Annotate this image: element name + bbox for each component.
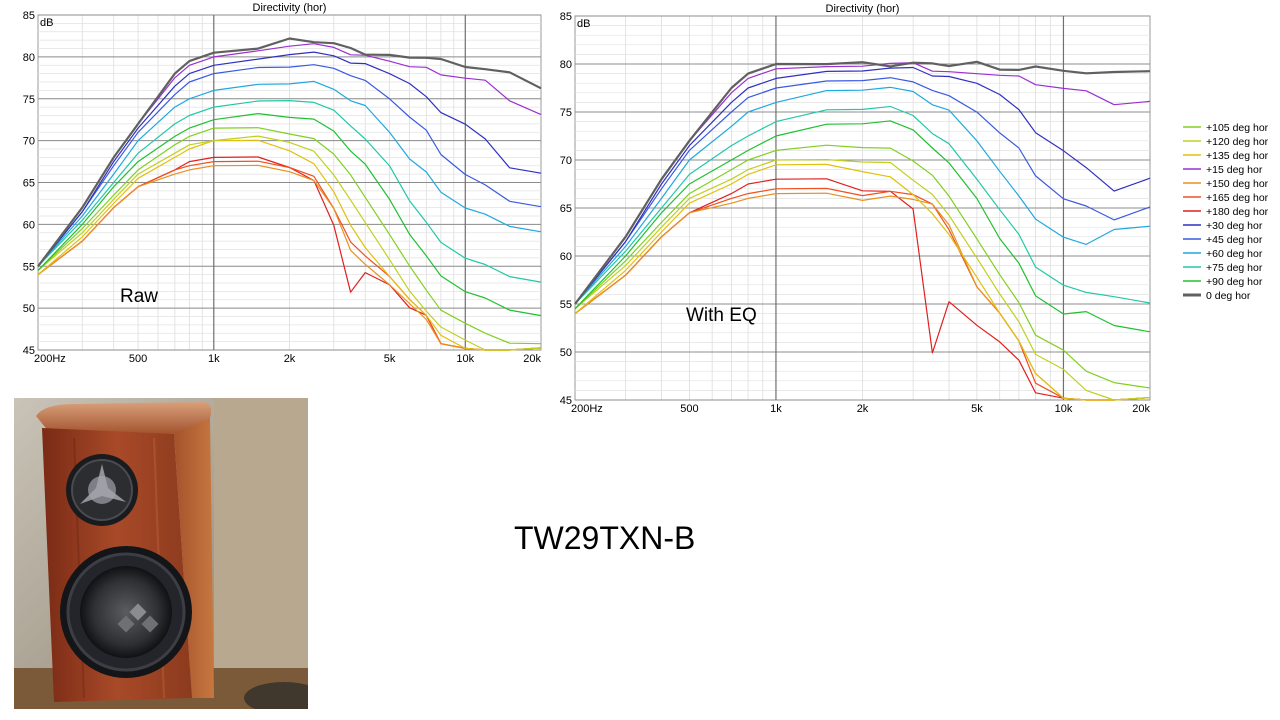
- series-line-120-deg-hor: [574, 159, 1151, 401]
- y-tick-label: 65: [560, 203, 572, 215]
- legend-label: +135 deg hor: [1206, 150, 1269, 162]
- x-tick-label: 2k: [284, 353, 296, 365]
- legend-label: +165 deg hor: [1206, 192, 1269, 204]
- directivity-chart-eq: 45 50 55 60 65 70 75 80 85 200Hz 500 1k 2k 5k 10k 20k Di…: [560, 3, 1151, 415]
- series-line-0-deg-hor: [37, 37, 542, 267]
- series-line-45-deg-hor: [37, 64, 542, 267]
- x-tick-label: 500: [129, 353, 147, 365]
- woofer: [60, 546, 192, 678]
- y-tick-label: 50: [23, 303, 35, 315]
- series-line-90-deg-hor: [574, 120, 1151, 333]
- x-tick-label: 20k: [523, 353, 541, 365]
- legend-item: +150 deg hor: [1183, 178, 1269, 190]
- chart-annotation: Raw: [120, 286, 158, 307]
- y-tick-label: 50: [560, 347, 572, 359]
- x-tick-label: 5k: [384, 353, 396, 365]
- legend-label: +60 deg hor: [1206, 248, 1263, 260]
- series-line-45-deg-hor: [574, 77, 1151, 305]
- legend-label: 0 deg hor: [1206, 290, 1251, 302]
- legend-item: +60 deg hor: [1183, 248, 1263, 260]
- x-tick-label: 200Hz: [571, 403, 603, 415]
- series-line-30-deg-hor: [574, 66, 1151, 305]
- y-tick-label: 45: [560, 395, 572, 407]
- legend-label: +75 deg hor: [1206, 262, 1263, 274]
- legend-label: +45 deg hor: [1206, 234, 1263, 246]
- series-line-30-deg-hor: [37, 51, 542, 267]
- legend-item: +180 deg hor: [1183, 206, 1269, 218]
- y-axis-unit: dB: [40, 17, 53, 29]
- legend-label: +120 deg hor: [1206, 136, 1269, 148]
- y-tick-label: 60: [560, 251, 572, 263]
- series-line-105-deg-hor: [37, 127, 542, 345]
- y-axis-unit: dB: [577, 18, 590, 30]
- y-tick-label: 75: [560, 107, 572, 119]
- speaker-photo: [14, 398, 308, 709]
- series-line-60-deg-hor: [37, 80, 542, 267]
- model-title: TW29TXN-B: [514, 520, 696, 556]
- series-line-60-deg-hor: [574, 86, 1151, 305]
- legend-item: +75 deg hor: [1183, 262, 1263, 274]
- series-line-180-deg-hor: [574, 178, 1151, 401]
- y-tick-label: 75: [23, 94, 35, 106]
- y-tick-label: 65: [23, 178, 35, 190]
- legend-label: +90 deg hor: [1206, 276, 1263, 288]
- y-tick-label: 70: [23, 136, 35, 148]
- y-tick-label: 55: [560, 299, 572, 311]
- series-line-135-deg-hor: [574, 163, 1151, 401]
- series-line-150-deg-hor: [37, 164, 542, 351]
- series-line-75-deg-hor: [37, 99, 542, 283]
- legend-label: +180 deg hor: [1206, 206, 1269, 218]
- legend-label: +150 deg hor: [1206, 178, 1269, 190]
- chart-title: Directivity (hor): [826, 3, 900, 15]
- x-tick-label: 5k: [971, 403, 983, 415]
- x-tick-label: 10k: [456, 353, 474, 365]
- series-line-120-deg-hor: [37, 135, 542, 351]
- y-tick-label: 45: [23, 345, 35, 357]
- legend-item: +45 deg hor: [1183, 234, 1263, 246]
- x-tick-label: 20k: [1132, 403, 1150, 415]
- x-tick-label: 1k: [770, 403, 782, 415]
- y-tick-label: 70: [560, 155, 572, 167]
- legend-item: +135 deg hor: [1183, 150, 1269, 162]
- legend-item: +165 deg hor: [1183, 192, 1269, 204]
- legend-item: +90 deg hor: [1183, 276, 1263, 288]
- series-line-90-deg-hor: [37, 112, 542, 317]
- chart-title: Directivity (hor): [253, 2, 327, 14]
- y-tick-label: 85: [560, 11, 572, 23]
- y-tick-label: 80: [23, 52, 35, 64]
- chart-legend: +105 deg hor +120 deg hor +135 deg hor +15 …: [1183, 122, 1269, 302]
- legend-item: +120 deg hor: [1183, 136, 1269, 148]
- legend-label: +105 deg hor: [1206, 122, 1269, 134]
- cabinet-side: [174, 418, 214, 698]
- legend-item: +105 deg hor: [1183, 122, 1269, 134]
- series-line-105-deg-hor: [574, 144, 1151, 389]
- y-tick-label: 55: [23, 261, 35, 273]
- legend-item: 0 deg hor: [1183, 290, 1251, 302]
- chart-annotation: With EQ: [686, 305, 757, 326]
- legend-label: +30 deg hor: [1206, 220, 1263, 232]
- x-tick-label: 200Hz: [34, 353, 66, 365]
- y-tick-label: 80: [560, 59, 572, 71]
- x-tick-label: 2k: [857, 403, 869, 415]
- legend-label: +15 deg hor: [1206, 164, 1263, 176]
- x-tick-label: 10k: [1055, 403, 1073, 415]
- series-line-135-deg-hor: [37, 139, 542, 351]
- tweeter: [66, 454, 138, 526]
- series-line-0-deg-hor: [574, 60, 1151, 305]
- cabinet-top: [36, 402, 212, 438]
- y-tick-label: 60: [23, 219, 35, 231]
- x-tick-label: 1k: [208, 353, 220, 365]
- legend-item: +30 deg hor: [1183, 220, 1263, 232]
- directivity-chart-raw: 45 50 55 60 65 70 75 80 85 200Hz 500 1k 2k 5k 10k 20k Di…: [23, 2, 542, 365]
- series-line-75-deg-hor: [574, 105, 1151, 305]
- y-tick-label: 85: [23, 10, 35, 22]
- legend-item: +15 deg hor: [1183, 164, 1263, 176]
- x-tick-label: 500: [680, 403, 698, 415]
